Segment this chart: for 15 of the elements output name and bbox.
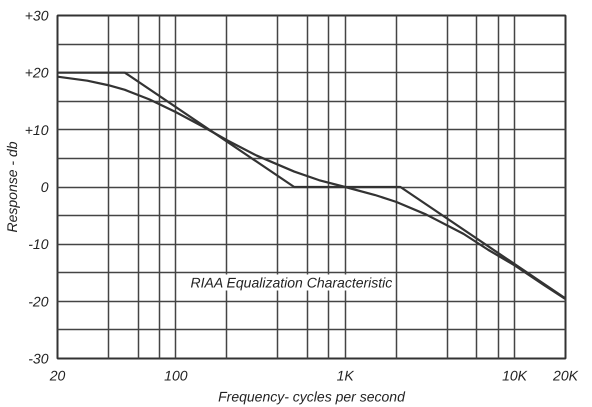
y-tick-label: +30 [24,8,49,24]
x-tick-label: 100 [164,368,188,384]
x-tick-label: 20 [48,368,66,384]
x-tick-label: 20K [552,368,579,384]
y-tick-label: 0 [40,179,49,195]
x-axis-title: Frequency- cycles per second [218,388,406,404]
y-tick-label: -30 [28,350,49,366]
y-tick-label: +20 [24,64,49,81]
x-tick-label: 10K [502,368,528,384]
y-tick-label: -10 [28,236,49,252]
y-tick-label: +10 [24,122,49,138]
x-tick-label: 1K [336,368,354,384]
annotation: RIAA Equalization Characteristic [190,274,392,290]
y-tick-label: -20 [28,293,49,310]
y-axis-title: Response - db [4,141,20,233]
